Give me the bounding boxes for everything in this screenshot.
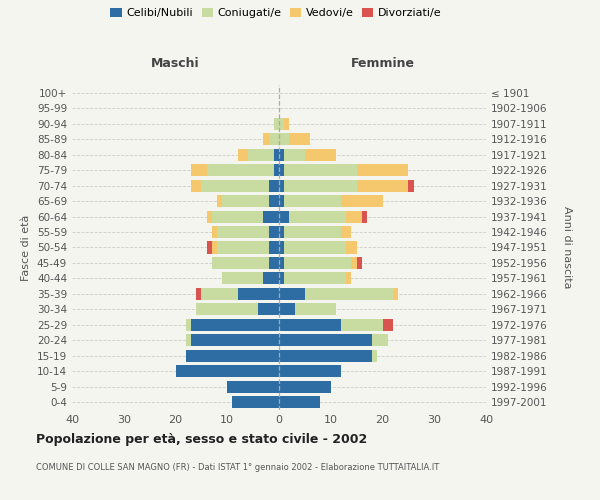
Bar — [186, 319, 191, 331]
Bar — [269, 133, 279, 145]
Bar — [263, 210, 279, 222]
Bar — [279, 242, 284, 254]
Bar — [279, 396, 320, 408]
Bar — [279, 148, 284, 160]
Bar — [289, 210, 346, 222]
Bar — [212, 242, 217, 254]
Bar — [305, 288, 393, 300]
Legend: Celibi/Nubili, Coniugati/e, Vedovi/e, Divorziati/e: Celibi/Nubili, Coniugati/e, Vedovi/e, Di… — [108, 6, 444, 20]
Text: COMUNE DI COLLE SAN MAGNO (FR) - Dati ISTAT 1° gennaio 2002 - Elaborazione TUTTA: COMUNE DI COLLE SAN MAGNO (FR) - Dati IS… — [36, 462, 439, 471]
Bar — [206, 242, 212, 254]
Bar — [186, 350, 279, 362]
Bar — [393, 288, 398, 300]
Bar — [279, 164, 284, 176]
Y-axis label: Anni di nascita: Anni di nascita — [562, 206, 572, 288]
Text: Maschi: Maschi — [151, 57, 200, 70]
Bar — [341, 226, 352, 238]
Bar — [269, 180, 279, 192]
Bar — [279, 334, 372, 346]
Bar — [356, 164, 409, 176]
Bar — [238, 288, 279, 300]
Bar — [383, 319, 393, 331]
Bar — [279, 210, 289, 222]
Y-axis label: Fasce di età: Fasce di età — [22, 214, 31, 280]
Bar — [409, 180, 413, 192]
Bar — [186, 334, 191, 346]
Bar — [346, 210, 362, 222]
Bar — [217, 195, 222, 207]
Bar — [212, 226, 217, 238]
Bar — [279, 180, 284, 192]
Bar — [176, 366, 279, 378]
Bar — [362, 210, 367, 222]
Bar — [279, 133, 289, 145]
Bar — [284, 257, 352, 269]
Bar — [279, 226, 284, 238]
Bar — [356, 180, 409, 192]
Bar — [346, 272, 352, 284]
Bar — [206, 210, 212, 222]
Bar — [269, 257, 279, 269]
Bar — [222, 195, 269, 207]
Bar — [269, 226, 279, 238]
Bar — [341, 319, 383, 331]
Bar — [217, 226, 269, 238]
Bar — [191, 319, 279, 331]
Bar — [227, 381, 279, 393]
Bar — [279, 350, 372, 362]
Bar — [206, 164, 274, 176]
Bar — [284, 226, 341, 238]
Bar — [341, 195, 383, 207]
Bar — [212, 257, 269, 269]
Bar — [222, 272, 263, 284]
Bar — [279, 257, 284, 269]
Bar — [284, 164, 356, 176]
Bar — [263, 133, 269, 145]
Bar — [284, 148, 305, 160]
Bar — [279, 118, 284, 130]
Bar — [346, 242, 356, 254]
Bar — [356, 257, 362, 269]
Bar — [248, 148, 274, 160]
Bar — [279, 195, 284, 207]
Bar — [279, 381, 331, 393]
Bar — [269, 242, 279, 254]
Bar — [196, 288, 202, 300]
Bar — [279, 319, 341, 331]
Bar — [232, 396, 279, 408]
Bar — [284, 118, 289, 130]
Bar — [202, 180, 269, 192]
Bar — [305, 148, 336, 160]
Bar — [295, 304, 336, 316]
Bar — [217, 242, 269, 254]
Bar — [212, 210, 263, 222]
Bar — [284, 272, 346, 284]
Bar — [202, 288, 238, 300]
Bar — [274, 164, 279, 176]
Bar — [274, 148, 279, 160]
Bar — [284, 180, 356, 192]
Bar — [279, 288, 305, 300]
Bar — [279, 366, 341, 378]
Bar — [196, 304, 259, 316]
Bar — [279, 272, 284, 284]
Bar — [279, 304, 295, 316]
Bar — [284, 242, 346, 254]
Bar — [289, 133, 310, 145]
Bar — [284, 195, 341, 207]
Bar — [274, 118, 279, 130]
Bar — [372, 350, 377, 362]
Bar — [352, 257, 356, 269]
Bar — [269, 195, 279, 207]
Text: Popolazione per età, sesso e stato civile - 2002: Popolazione per età, sesso e stato civil… — [36, 432, 367, 446]
Bar — [238, 148, 248, 160]
Bar — [263, 272, 279, 284]
Bar — [372, 334, 388, 346]
Text: Femmine: Femmine — [350, 57, 415, 70]
Bar — [191, 180, 202, 192]
Bar — [191, 334, 279, 346]
Bar — [191, 164, 206, 176]
Bar — [259, 304, 279, 316]
